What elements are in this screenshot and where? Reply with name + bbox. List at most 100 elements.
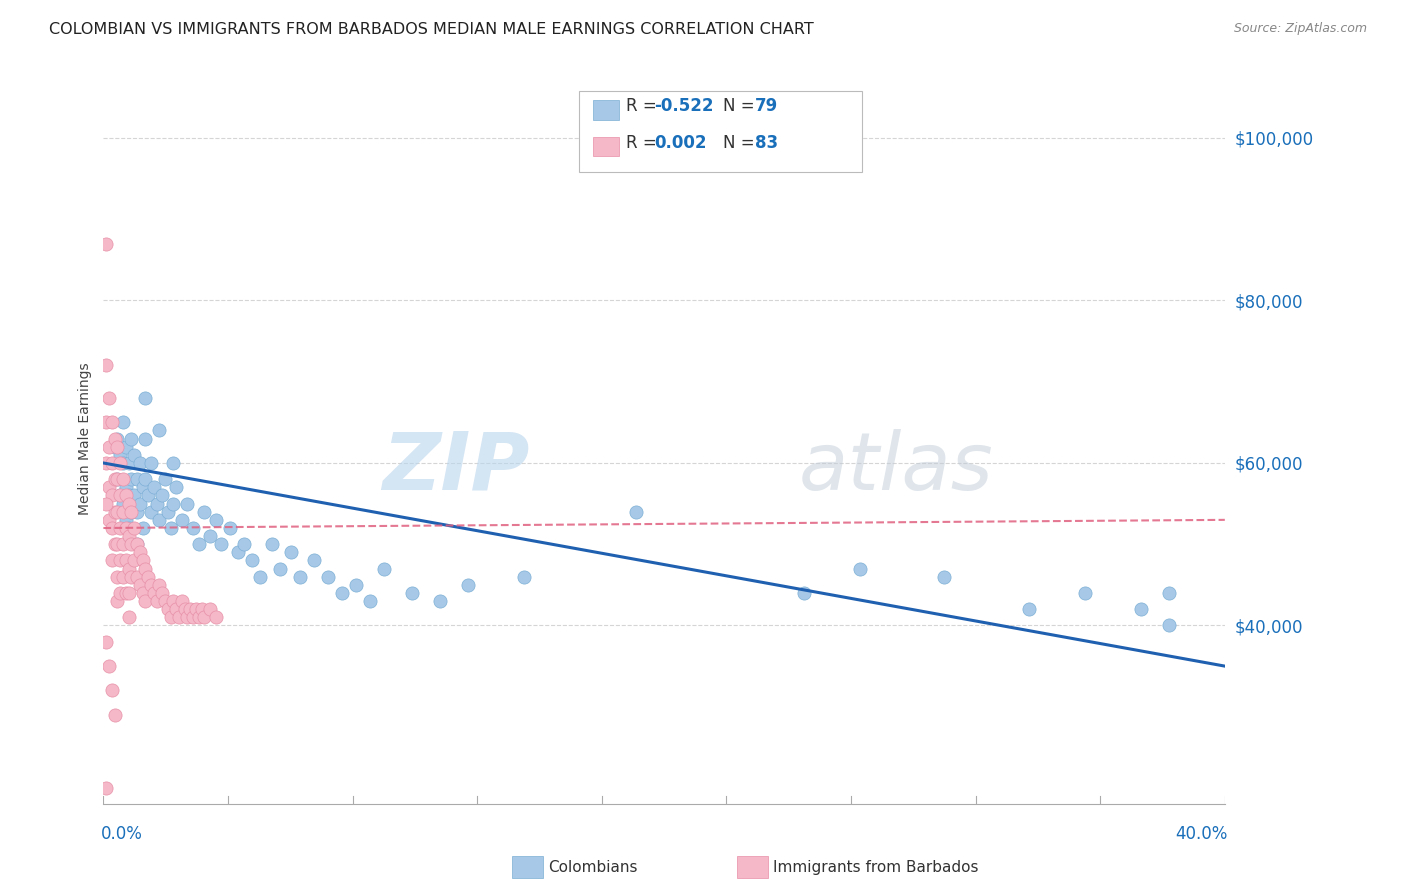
Point: [159, 610, 181, 624]
Point: [181, 610, 204, 624]
Point: [96, 456, 118, 470]
Y-axis label: Median Male Earnings: Median Male Earnings: [79, 362, 93, 515]
Point: [359, 594, 381, 608]
Text: COLOMBIAN VS IMMIGRANTS FROM BARBADOS MEDIAN MALE EARNINGS CORRELATION CHART: COLOMBIAN VS IMMIGRANTS FROM BARBADOS ME…: [49, 22, 814, 37]
Point: [209, 537, 232, 551]
Point: [429, 594, 451, 608]
Point: [96, 359, 118, 373]
Point: [120, 432, 142, 446]
Point: [117, 610, 139, 624]
Text: R =: R =: [626, 134, 662, 152]
Point: [145, 594, 167, 608]
Point: [204, 610, 226, 624]
Point: [302, 553, 325, 567]
Point: [176, 497, 198, 511]
Point: [198, 602, 221, 616]
Point: [104, 505, 127, 519]
Point: [105, 570, 128, 584]
Point: [125, 472, 148, 486]
Point: [105, 472, 128, 486]
Point: [128, 578, 150, 592]
Point: [128, 545, 150, 559]
Point: [105, 432, 128, 446]
Point: [98, 659, 121, 673]
Point: [114, 513, 136, 527]
Point: [134, 391, 156, 405]
Point: [260, 537, 283, 551]
Point: [457, 578, 479, 592]
Point: [111, 505, 134, 519]
Point: [117, 586, 139, 600]
Point: [120, 505, 142, 519]
Point: [111, 537, 134, 551]
Point: [156, 602, 179, 616]
Point: [142, 480, 165, 494]
Point: [162, 497, 184, 511]
Point: [104, 537, 127, 551]
Point: [148, 424, 170, 438]
Point: [108, 456, 131, 470]
Point: [162, 594, 184, 608]
Point: [198, 529, 221, 543]
Text: R =: R =: [626, 97, 662, 115]
Point: [111, 570, 134, 584]
Point: [170, 594, 193, 608]
Point: [232, 537, 254, 551]
Point: [131, 586, 153, 600]
Point: [101, 415, 124, 429]
Point: [114, 586, 136, 600]
Point: [193, 505, 215, 519]
Point: [98, 480, 121, 494]
Point: [1157, 586, 1180, 600]
Point: [142, 586, 165, 600]
Point: [122, 448, 145, 462]
Point: [162, 456, 184, 470]
Point: [104, 432, 127, 446]
Text: ZIP: ZIP: [382, 429, 530, 507]
Point: [96, 236, 118, 251]
Point: [134, 561, 156, 575]
Point: [148, 578, 170, 592]
Point: [105, 440, 128, 454]
Point: [513, 570, 536, 584]
Point: [111, 472, 134, 486]
Point: [114, 440, 136, 454]
Point: [184, 602, 207, 616]
Point: [187, 610, 209, 624]
Point: [101, 456, 124, 470]
Point: [122, 553, 145, 567]
Point: [793, 586, 815, 600]
Text: 83: 83: [755, 134, 778, 152]
Point: [148, 513, 170, 527]
Point: [114, 488, 136, 502]
Point: [153, 472, 176, 486]
Point: [111, 456, 134, 470]
Point: [108, 586, 131, 600]
Point: [179, 602, 201, 616]
Point: [280, 545, 302, 559]
Point: [401, 586, 423, 600]
Point: [120, 472, 142, 486]
Point: [136, 570, 159, 584]
Point: [176, 610, 198, 624]
Point: [105, 505, 128, 519]
Point: [101, 683, 124, 698]
Point: [134, 594, 156, 608]
Point: [156, 505, 179, 519]
Point: [150, 586, 173, 600]
Point: [104, 707, 127, 722]
Point: [117, 521, 139, 535]
Point: [159, 521, 181, 535]
Point: [96, 634, 118, 648]
Point: [108, 521, 131, 535]
Point: [96, 497, 118, 511]
Point: [105, 537, 128, 551]
Point: [1129, 602, 1152, 616]
Point: [316, 570, 339, 584]
Point: [150, 488, 173, 502]
Point: [134, 432, 156, 446]
Point: [101, 521, 124, 535]
Point: [204, 513, 226, 527]
Point: [111, 497, 134, 511]
Point: [373, 561, 395, 575]
